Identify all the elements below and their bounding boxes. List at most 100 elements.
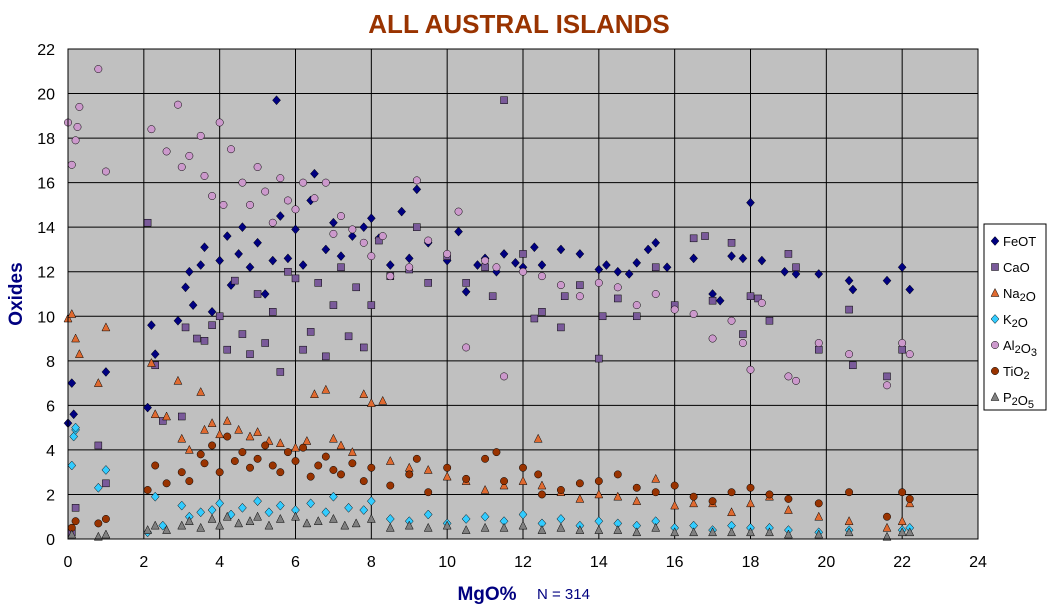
point-k2o xyxy=(158,520,168,531)
point-cao xyxy=(269,308,277,316)
point-p2o5 xyxy=(594,525,604,534)
legend-marker-tio2 xyxy=(991,367,999,375)
point-feot xyxy=(336,251,346,262)
x-tick-label: 14 xyxy=(590,554,608,571)
point-feot xyxy=(575,249,585,259)
point-na2o xyxy=(499,480,509,490)
point-cao xyxy=(360,343,368,352)
point-na2o xyxy=(200,424,209,434)
point-k2o xyxy=(253,496,262,507)
point-na2o xyxy=(689,498,699,508)
point-feot xyxy=(207,306,217,317)
point-tio2 xyxy=(215,468,224,477)
point-p2o5 xyxy=(905,527,915,537)
point-cao xyxy=(178,412,186,421)
point-k2o xyxy=(366,496,376,507)
point-feot xyxy=(234,249,243,259)
point-feot xyxy=(882,275,892,286)
point-al2o3 xyxy=(75,102,84,111)
x-tick-label: 16 xyxy=(666,554,684,571)
point-feot xyxy=(268,255,278,266)
point-al2o3 xyxy=(757,298,766,307)
point-tio2 xyxy=(898,488,907,497)
y-tick-label: 16 xyxy=(37,176,55,193)
point-al2o3 xyxy=(71,136,80,145)
point-al2o3 xyxy=(556,281,565,290)
point-p2o5 xyxy=(264,520,274,530)
point-k2o xyxy=(196,507,206,518)
point-tio2 xyxy=(538,490,546,499)
point-al2o3 xyxy=(253,163,262,171)
point-na2o xyxy=(480,484,490,494)
point-al2o3 xyxy=(575,292,584,301)
point-p2o5 xyxy=(207,513,217,523)
point-tio2 xyxy=(613,470,622,479)
point-k2o xyxy=(518,509,528,520)
point-cao xyxy=(231,276,239,285)
point-feot xyxy=(147,320,156,331)
point-feot xyxy=(844,275,854,286)
point-cao xyxy=(337,263,345,272)
point-na2o xyxy=(882,522,892,532)
point-al2o3 xyxy=(708,334,717,343)
point-al2o3 xyxy=(348,225,357,234)
point-na2o xyxy=(423,464,433,474)
x-tick-label: 4 xyxy=(215,554,224,571)
point-p2o5 xyxy=(708,527,717,537)
point-na2o xyxy=(746,498,755,508)
x-tick-label: 12 xyxy=(514,554,532,571)
point-p2o5 xyxy=(313,516,323,525)
point-tio2 xyxy=(177,468,186,477)
point-feot xyxy=(245,262,255,273)
point-p2o5 xyxy=(689,527,699,537)
point-feot xyxy=(624,269,634,279)
point-al2o3 xyxy=(177,163,186,171)
y-tick-label: 4 xyxy=(46,443,55,460)
legend-label-na2o: Na2O xyxy=(1003,286,1036,304)
point-feot xyxy=(613,266,623,277)
point-p2o5 xyxy=(291,511,300,521)
y-axis-label: Oxides xyxy=(6,262,27,325)
point-cao xyxy=(367,301,376,309)
point-al2o3 xyxy=(310,194,319,203)
legend: FeOT CaO Na2O K2O Al2O3 TiO2 P2O5 xyxy=(983,223,1047,411)
point-k2o xyxy=(215,498,225,509)
point-tio2 xyxy=(314,461,323,470)
point-feot xyxy=(530,242,539,253)
point-na2o xyxy=(575,493,585,503)
point-feot xyxy=(69,409,79,420)
point-al2o3 xyxy=(238,178,247,187)
plot-border xyxy=(67,48,979,540)
point-al2o3 xyxy=(462,343,471,352)
point-feot xyxy=(222,231,232,241)
point-p2o5 xyxy=(245,516,255,525)
point-feot xyxy=(643,244,653,255)
point-feot xyxy=(359,222,369,233)
point-p2o5 xyxy=(518,520,528,530)
point-p2o5 xyxy=(101,529,111,539)
point-tio2 xyxy=(306,472,315,481)
point-tio2 xyxy=(575,479,584,488)
point-feot xyxy=(260,289,270,299)
y-tick-label: 0 xyxy=(46,532,55,549)
point-cao xyxy=(284,267,292,276)
point-cao xyxy=(576,281,584,289)
point-al2o3 xyxy=(632,301,641,310)
point-cao xyxy=(159,417,167,425)
point-cao xyxy=(530,314,539,323)
point-feot xyxy=(757,255,767,266)
point-na2o xyxy=(670,500,680,510)
point-tio2 xyxy=(481,454,490,463)
x-tick-label: 2 xyxy=(139,554,148,571)
point-al2o3 xyxy=(538,272,546,281)
point-na2o xyxy=(905,498,915,508)
point-cao xyxy=(276,368,285,376)
point-cao xyxy=(344,332,353,341)
point-tio2 xyxy=(462,474,471,483)
point-al2o3 xyxy=(443,249,452,258)
point-cao xyxy=(849,361,857,370)
point-feot xyxy=(537,260,547,270)
x-tick-label: 22 xyxy=(893,554,911,571)
point-tio2 xyxy=(71,517,80,526)
point-cao xyxy=(94,441,103,450)
